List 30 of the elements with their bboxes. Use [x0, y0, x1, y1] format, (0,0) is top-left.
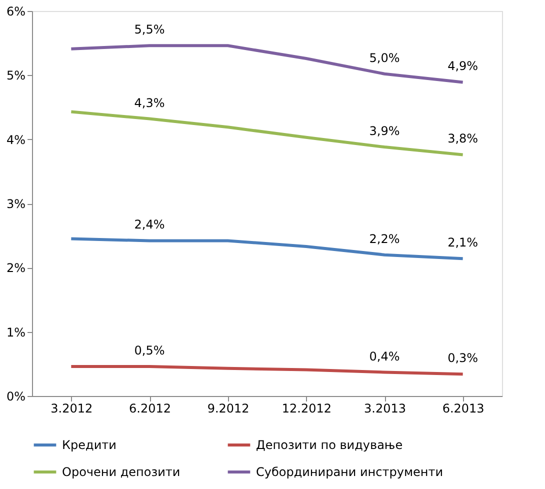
line-series	[70, 364, 464, 376]
legend-label: Депозити по видување	[256, 438, 403, 452]
data-label: 2,1%	[448, 236, 478, 250]
data-label: 3,9%	[369, 124, 400, 138]
x-tick-label: 3.2013	[364, 402, 406, 416]
x-tick-label: 9.2012	[207, 402, 250, 416]
y-tick-label: 0%	[6, 390, 26, 404]
y-tick-label: 1%	[6, 325, 26, 340]
legend-label: Субординирани инструменти	[256, 465, 444, 479]
x-tick-label: 6.2012	[129, 402, 171, 416]
y-tick-label: 5%	[6, 68, 26, 83]
x-tick-label: 12.2012	[282, 402, 332, 416]
data-label: 5,0%	[369, 50, 400, 65]
y-tick-label: 2%	[6, 261, 26, 276]
data-label: 0,3%	[448, 351, 478, 366]
x-tick-label: 3.2012	[50, 402, 93, 416]
legend-label: Орочени депозити	[62, 465, 180, 479]
data-label: 4,9%	[448, 59, 478, 74]
legend-label: Кредити	[62, 438, 116, 452]
x-tick-label: 6.2013	[442, 402, 484, 416]
y-tick-label: 6%	[6, 4, 26, 18]
y-tick-label: 3%	[6, 197, 26, 211]
data-label: 0,5%	[134, 343, 165, 358]
data-label: 2,2%	[369, 232, 400, 246]
data-label: 0,4%	[369, 349, 400, 364]
data-label: 3,8%	[448, 132, 478, 146]
data-label: 5,5%	[134, 22, 165, 37]
y-tick-label: 4%	[6, 132, 26, 147]
data-label: 4,3%	[134, 96, 165, 110]
data-label: 2,4%	[134, 218, 165, 232]
